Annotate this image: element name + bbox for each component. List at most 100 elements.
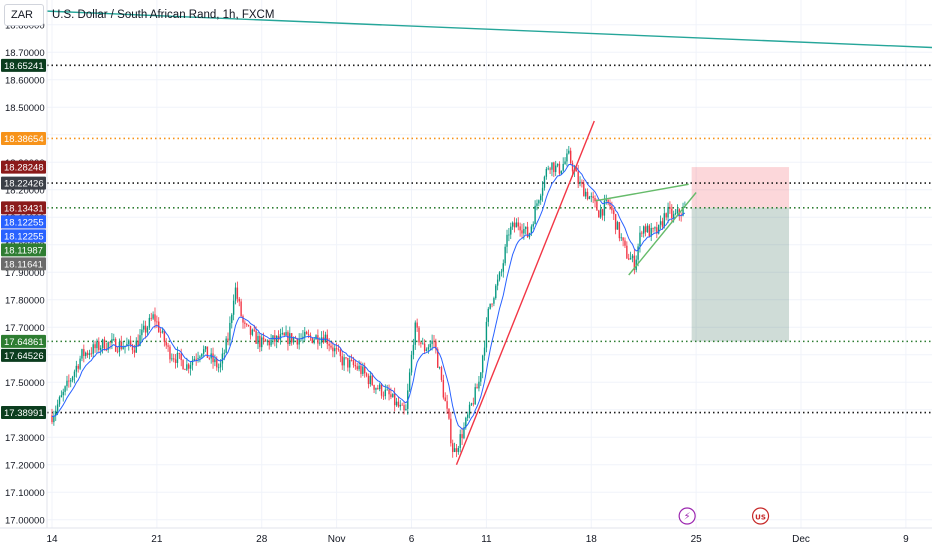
- candle-body: [53, 415, 55, 423]
- candle-body: [480, 372, 482, 382]
- time-axis[interactable]: 14 21 28 Nov 6 11 18 25 Dec 9: [0, 527, 932, 550]
- candle-body: [650, 228, 652, 237]
- price-tick-label: 18.50000: [5, 103, 45, 114]
- candle-body: [624, 240, 626, 246]
- candle-body: [73, 371, 76, 377]
- candle-body: [676, 209, 679, 214]
- candle-body: [393, 393, 396, 406]
- candle-body: [77, 365, 79, 369]
- price-tag: [1, 215, 46, 229]
- time-axis-bg[interactable]: [0, 528, 932, 550]
- candle-body: [584, 191, 587, 197]
- candle-body: [433, 340, 435, 342]
- lightning-icon[interactable]: ⚡: [678, 507, 696, 525]
- candle-body: [523, 228, 525, 234]
- candle-body: [120, 341, 122, 349]
- candle-body: [416, 322, 418, 328]
- candle-body: [261, 337, 263, 348]
- candle-body: [313, 339, 315, 343]
- candle-body: [148, 317, 151, 328]
- trendline-rally-trendline[interactable]: [455, 120, 595, 466]
- candle-body: [128, 340, 130, 344]
- candle-body: [68, 380, 70, 382]
- candle-body: [367, 375, 370, 385]
- candle-body: [481, 355, 484, 373]
- trendline-wedge-lower[interactable]: [628, 192, 697, 276]
- candle-body: [605, 199, 607, 201]
- candle-body: [107, 342, 109, 350]
- candle-body: [502, 263, 504, 272]
- candle-body: [90, 353, 93, 355]
- candle-body: [79, 358, 81, 369]
- candle-body: [341, 356, 343, 366]
- candle-body: [643, 226, 645, 234]
- candle-body: [51, 415, 53, 423]
- candle-body: [221, 353, 224, 364]
- candle-body: [450, 418, 452, 444]
- candle-body: [500, 271, 503, 273]
- trendline-long-term-resistance[interactable]: [44, 10, 932, 50]
- candle-body: [217, 367, 220, 369]
- candle-body: [414, 322, 416, 345]
- candle-body: [66, 380, 68, 387]
- candle-body: [193, 358, 196, 361]
- candle-body: [504, 246, 506, 264]
- candle-body: [234, 287, 237, 301]
- candle-body: [206, 346, 209, 358]
- candle-body: [541, 187, 544, 196]
- candle-body: [141, 329, 143, 336]
- candle-body: [101, 339, 104, 348]
- candle-body: [603, 200, 606, 216]
- candle-body: [264, 339, 267, 342]
- candle-body: [238, 298, 240, 302]
- trendline-wedge-upper[interactable]: [595, 183, 689, 202]
- price-axis-bg[interactable]: [0, 0, 47, 550]
- candle-body: [212, 353, 214, 363]
- candle-body: [99, 347, 102, 350]
- price-tick-label: 17.70000: [5, 323, 45, 334]
- position-tool[interactable]: [691, 167, 790, 342]
- candle-body: [453, 448, 456, 453]
- candle-body: [568, 150, 570, 154]
- price-axis[interactable]: 18.8000018.7000018.6000018.5000018.40000…: [0, 0, 48, 550]
- candle-body: [420, 342, 422, 344]
- event-icons[interactable]: ⚡ US: [678, 507, 770, 525]
- candle-body: [227, 338, 229, 341]
- candle-body: [569, 150, 572, 164]
- candle-body: [392, 393, 394, 398]
- candle-body: [470, 403, 473, 405]
- candle-body: [98, 341, 100, 350]
- candle-body: [577, 171, 579, 184]
- candle-body: [562, 163, 564, 171]
- candle-body: [320, 337, 323, 343]
- candle-body: [304, 331, 306, 337]
- stop-loss-zone[interactable]: [691, 167, 790, 208]
- price-tag: [1, 348, 46, 362]
- candle-body: [487, 308, 489, 322]
- candle-body: [298, 338, 300, 345]
- symbol-search-button[interactable]: ZAR: [4, 4, 44, 26]
- candle-body: [292, 337, 295, 343]
- candle-body: [109, 342, 111, 344]
- moving-average-line: [51, 163, 686, 430]
- take-profit-zone[interactable]: [691, 207, 790, 342]
- candle-body: [555, 165, 557, 173]
- trendlines[interactable]: [44, 10, 932, 466]
- candle-body: [581, 181, 583, 184]
- candle-body: [656, 227, 658, 234]
- candle-body: [628, 258, 630, 260]
- price-tag: [1, 201, 46, 215]
- candle-body: [75, 365, 78, 372]
- candle-body: [452, 443, 454, 453]
- candle-body: [167, 345, 169, 347]
- price-tag-label: 17.64526: [4, 351, 44, 362]
- us-flag-icon[interactable]: US: [751, 507, 770, 525]
- candle-body: [56, 404, 59, 411]
- us-flag-icon-glyph: US: [755, 514, 766, 522]
- candle-body: [85, 352, 87, 356]
- candle-body: [126, 343, 128, 346]
- candle-body: [422, 343, 424, 345]
- candle-body: [536, 203, 538, 206]
- candle-body: [191, 360, 194, 366]
